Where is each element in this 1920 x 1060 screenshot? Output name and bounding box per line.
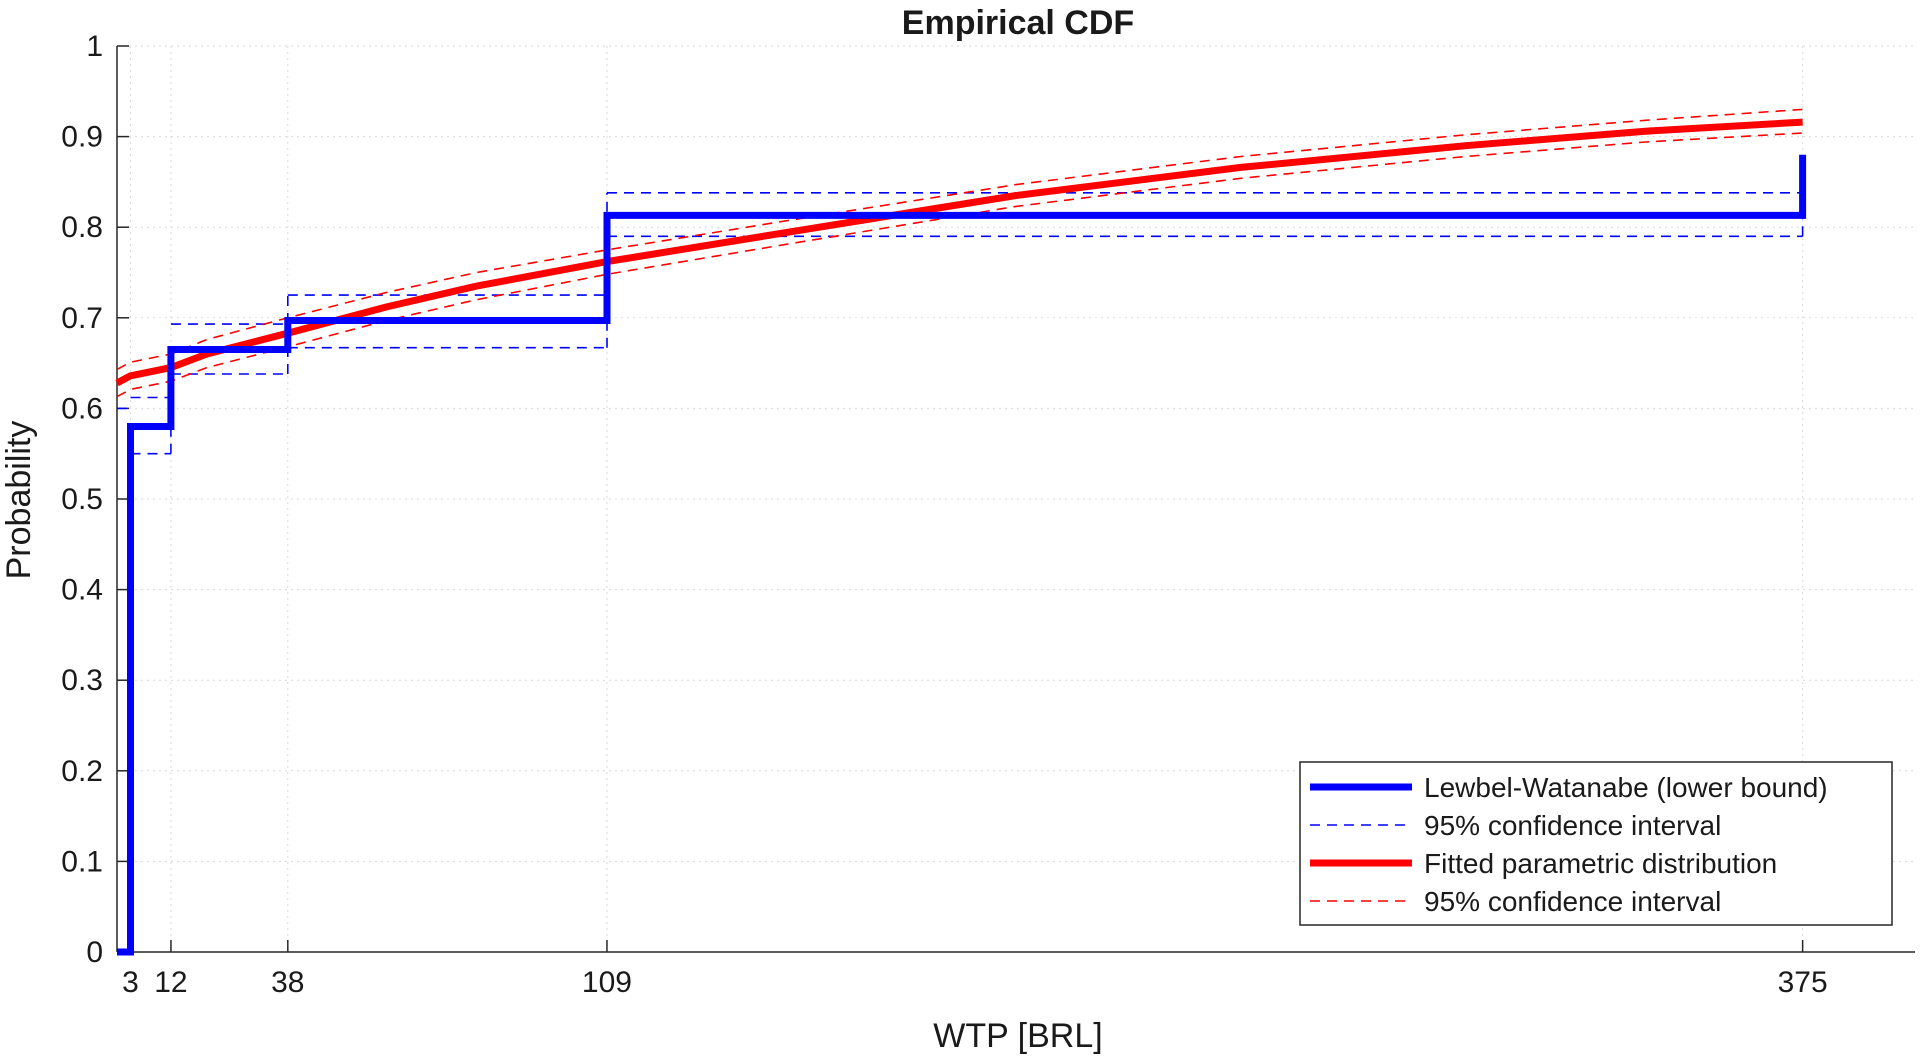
x-tick-label: 375 [1778,966,1828,999]
x-ticks: 3 12 38 109 375 [122,940,1828,999]
y-tick-label: 0.7 [61,302,103,335]
y-tick-label: 0.3 [61,664,103,697]
y-tick-label: 0.2 [61,755,103,788]
y-ticks: 0 0.1 0.2 0.3 0.4 0.5 0.6 0.7 0.8 0.9 1 [61,30,129,969]
y-tick-label: 1 [86,30,103,63]
legend-label: Lewbel-Watanabe (lower bound) [1424,772,1828,803]
y-tick-label: 0 [86,936,103,969]
legend-label: 95% confidence interval [1424,810,1721,841]
ci-band-line [116,108,1803,371]
y-tick-label: 0.1 [61,845,103,878]
y-tick-label: 0.5 [61,483,103,516]
x-tick-label: 3 [122,966,139,999]
ci-band-line [116,132,1803,398]
y-axis-label: Probability [0,421,38,580]
x-axis-label: WTP [BRL] [933,1017,1102,1055]
y-tick-label: 0.9 [61,121,103,154]
y-tick-label: 0.4 [61,574,103,607]
y-tick-label: 0.8 [61,211,103,244]
y-tick-label: 0.6 [61,392,103,425]
fitted-distribution-line [115,118,1803,387]
chart-title: Empirical CDF [902,4,1134,42]
legend: Lewbel-Watanabe (lower bound) 95% confide… [1299,761,1893,926]
legend-label: Fitted parametric distribution [1424,848,1777,879]
x-tick-label: 12 [154,966,187,999]
plot-area [115,108,1807,956]
x-tick-label: 109 [582,966,632,999]
lewbel-watanabe-step-line [117,154,1807,956]
legend-label: 95% confidence interval [1424,886,1721,917]
x-tick-label: 38 [271,966,304,999]
